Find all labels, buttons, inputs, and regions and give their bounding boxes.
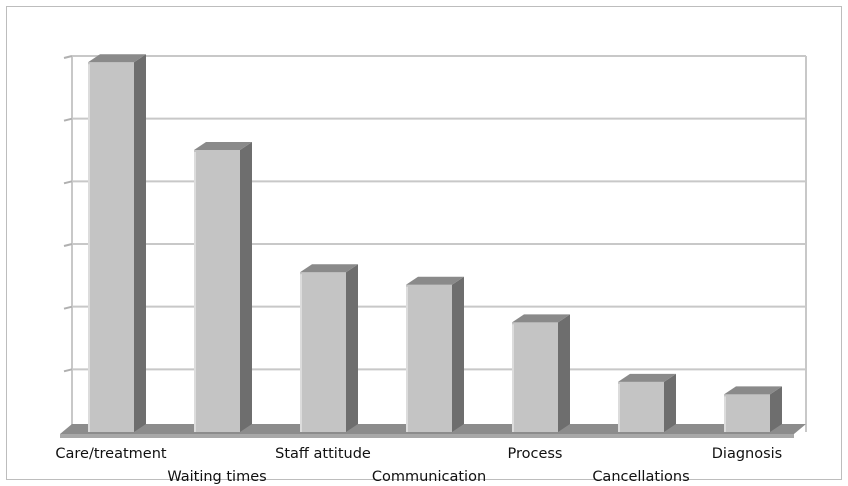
y-tick: [63, 117, 73, 122]
bar-front: [512, 322, 558, 432]
bar-side: [134, 54, 146, 433]
bar-top: [194, 142, 252, 150]
category-label: Cancellations: [592, 469, 689, 485]
category-label: Communication: [372, 469, 486, 485]
bar-front: [406, 284, 452, 432]
category-label: Care/treatment: [55, 446, 167, 462]
y-tick: [63, 180, 73, 185]
category-label: Staff attitude: [275, 446, 371, 462]
bar-top: [724, 386, 782, 395]
bar: [512, 314, 570, 432]
bar-side: [452, 276, 464, 432]
bar: [618, 373, 676, 432]
category-label: Process: [507, 446, 562, 462]
bar: [724, 386, 782, 432]
bar-front: [194, 150, 240, 432]
bar: [194, 142, 252, 432]
floor-front: [60, 434, 794, 438]
bar: [88, 54, 146, 433]
bar-top: [300, 264, 358, 273]
bar-front: [724, 394, 770, 432]
bar-top: [618, 373, 676, 382]
bar-top: [512, 314, 570, 323]
y-tick: [63, 55, 73, 59]
y-tick: [63, 305, 73, 310]
bar-side: [558, 314, 570, 432]
y-tick: [63, 243, 73, 247]
bar-front: [88, 62, 134, 433]
bar-side: [346, 264, 358, 432]
bar: [300, 264, 358, 432]
bar: [406, 276, 464, 432]
bar-front: [618, 381, 664, 432]
bar-front: [300, 272, 346, 432]
category-label: Diagnosis: [712, 446, 782, 462]
bar-side: [240, 142, 252, 432]
bar-top: [406, 276, 464, 285]
bar-series: [88, 54, 782, 433]
bar-top: [88, 54, 146, 63]
bar-side: [664, 373, 676, 432]
y-tick: [63, 368, 73, 373]
bar-side: [770, 386, 782, 432]
category-label: Waiting times: [167, 469, 266, 485]
